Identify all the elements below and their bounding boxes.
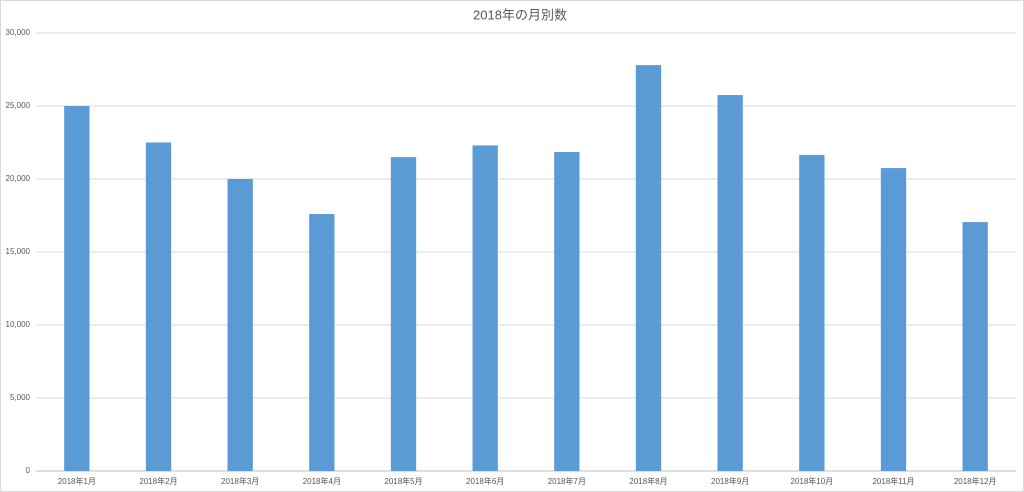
bar: [554, 151, 580, 472]
bar: [145, 142, 172, 471]
bar: [635, 65, 662, 472]
bar: [962, 222, 988, 471]
y-tick-label: 30,000: [6, 28, 31, 37]
x-tick-label: 2018年2月: [139, 476, 177, 486]
y-tick-label: 25,000: [6, 101, 31, 110]
bar: [64, 106, 90, 471]
x-tick-label: 2018年3月: [221, 476, 259, 486]
chart-title: 2018年の月別数: [473, 7, 567, 22]
bar: [717, 95, 743, 472]
y-tick-label: 20,000: [6, 174, 31, 183]
x-tick-label: 2018年8月: [629, 476, 667, 486]
x-tick-label: 2018年4月: [303, 476, 341, 486]
bar: [390, 157, 417, 471]
x-tick-label: 2018年5月: [384, 476, 422, 486]
bar: [227, 179, 253, 471]
x-tick-label: 2018年7月: [548, 476, 586, 486]
x-tick-label: 2018年10月: [790, 476, 833, 486]
x-tick-label: 2018年12月: [954, 476, 997, 486]
bar: [880, 168, 907, 472]
y-tick-label: 15,000: [6, 247, 31, 256]
y-tick-label: 5,000: [10, 393, 31, 402]
x-tick-label: 2018年11月: [872, 476, 914, 486]
y-tick-label: 10,000: [6, 320, 31, 329]
x-tick-label: 2018年1月: [58, 476, 96, 486]
x-tick-label: 2018年6月: [466, 476, 504, 486]
bar: [472, 145, 498, 472]
bar: [799, 154, 825, 471]
x-tick-label: 2018年9月: [711, 476, 749, 486]
bar: [309, 214, 335, 472]
y-tick-label: 0: [26, 466, 31, 475]
